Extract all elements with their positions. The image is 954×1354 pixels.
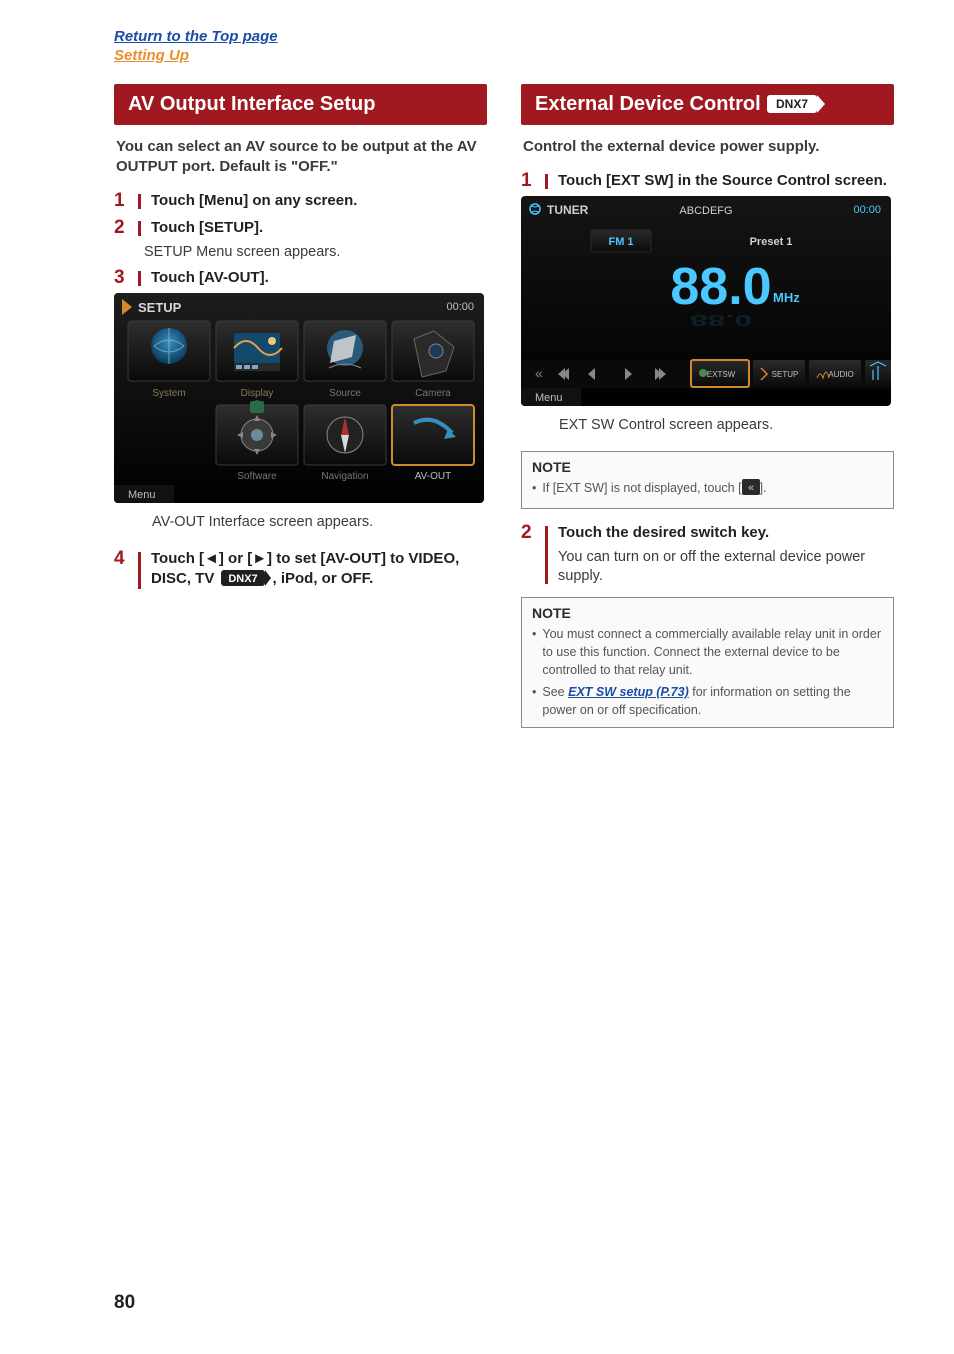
bullet-icon: • <box>532 625 536 679</box>
svg-text:ABCDEFG: ABCDEFG <box>679 205 732 217</box>
dnx7-badge-icon: DNX7 <box>767 95 825 113</box>
bullet-icon: • <box>532 479 536 500</box>
step-title: Touch [SETUP]. <box>151 218 487 238</box>
svg-text:Menu: Menu <box>128 489 156 501</box>
step-number: 2 <box>521 523 543 544</box>
note-line: • You must connect a commercially availa… <box>532 625 883 679</box>
note-box: NOTE • You must connect a commercially a… <box>521 597 894 729</box>
result-text: AV-OUT Interface screen appears. <box>152 513 487 533</box>
page-number: 80 <box>114 1292 135 1314</box>
svg-text:Software: Software <box>237 471 277 482</box>
step-number: 2 <box>114 218 136 239</box>
dnx7-badge-icon: DNX7 <box>221 570 271 592</box>
step-number: 1 <box>521 171 543 192</box>
section-heading-link[interactable]: Setting Up <box>114 47 954 66</box>
note-text-pre: See <box>542 685 568 699</box>
step-divider <box>545 174 548 189</box>
step-subtext: SETUP Menu screen appears. <box>144 243 487 263</box>
svg-text:Menu: Menu <box>535 392 563 404</box>
step-divider <box>138 221 141 236</box>
svg-text:TUNER: TUNER <box>547 203 589 217</box>
step-divider <box>138 552 141 590</box>
step-number: 3 <box>114 268 136 289</box>
bullet-icon: • <box>532 683 536 719</box>
expand-left-icon: « <box>742 479 760 500</box>
svg-text:Navigation: Navigation <box>321 471 368 482</box>
step-title: Touch the desired switch key. <box>558 523 894 543</box>
step-title: Touch [AV-OUT]. <box>151 268 487 288</box>
intro-text: Control the external device power supply… <box>523 137 892 157</box>
svg-text:DNX7: DNX7 <box>776 97 808 111</box>
svg-text:88.0: 88.0 <box>690 311 752 329</box>
tuner-screen-image: TUNER ABCDEFG 00:00 FM 1 Preset 1 88.0 M… <box>521 196 891 406</box>
step-text-b: , iPod, or OFF. <box>273 570 374 587</box>
note-text: If [EXT SW] is not displayed, touch [ <box>542 481 741 495</box>
step-number: 1 <box>114 191 136 212</box>
section-title-text: External Device Control <box>535 93 761 116</box>
svg-text:Preset 1: Preset 1 <box>750 236 793 248</box>
note-box: NOTE • If [EXT SW] is not displayed, tou… <box>521 451 894 509</box>
svg-text:System: System <box>152 388 185 399</box>
ext-sw-setup-link[interactable]: EXT SW setup (P.73) <box>568 685 689 699</box>
step-number: 4 <box>114 549 136 570</box>
note-text: You must connect a commercially availabl… <box>542 625 883 679</box>
svg-text:AUDIO: AUDIO <box>828 370 853 379</box>
svg-text:Display: Display <box>241 388 274 399</box>
step-title: Touch [Menu] on any screen. <box>151 191 487 211</box>
intro-text: You can select an AV source to be output… <box>116 137 485 178</box>
section-title-ext-device: External Device Control DNX7 <box>521 84 894 125</box>
svg-text:00:00: 00:00 <box>446 301 474 313</box>
note-heading: NOTE <box>532 605 883 621</box>
setup-screen-image: SETUP 00:00 System Display <box>114 293 484 503</box>
svg-text:MHz: MHz <box>773 290 800 305</box>
step-divider <box>545 526 548 583</box>
svg-text:00:00: 00:00 <box>853 204 881 216</box>
svg-text:88.0: 88.0 <box>670 258 771 316</box>
svg-text:«: « <box>535 365 543 381</box>
note-line: • See EXT SW setup (P.73) for informatio… <box>532 683 883 719</box>
note-text-tail: ]. <box>760 481 767 495</box>
section-title-av-output: AV Output Interface Setup <box>114 84 487 125</box>
svg-text:SETUP: SETUP <box>772 370 799 379</box>
note-line: • If [EXT SW] is not displayed, touch [ «… <box>532 479 883 500</box>
step-divider <box>138 194 141 209</box>
svg-text:EXTSW: EXTSW <box>707 370 736 379</box>
svg-text:SETUP: SETUP <box>138 300 182 315</box>
step-subtext: You can turn on or off the external devi… <box>558 548 894 587</box>
note-heading: NOTE <box>532 459 883 475</box>
svg-text:«: « <box>748 482 754 494</box>
result-text: EXT SW Control screen appears. <box>559 416 894 436</box>
step-divider <box>138 271 141 286</box>
step-title: Touch [◄] or [►] to set [AV-OUT] to VIDE… <box>151 549 487 593</box>
svg-text:FM 1: FM 1 <box>608 236 633 248</box>
step-title: Touch [EXT SW] in the Source Control scr… <box>558 171 894 191</box>
svg-text:Camera: Camera <box>415 388 451 399</box>
svg-text:Source: Source <box>329 388 361 399</box>
svg-text:DNX7: DNX7 <box>228 573 257 585</box>
return-to-top-link[interactable]: Return to the Top page <box>114 28 954 47</box>
svg-text:AV-OUT: AV-OUT <box>415 471 451 482</box>
